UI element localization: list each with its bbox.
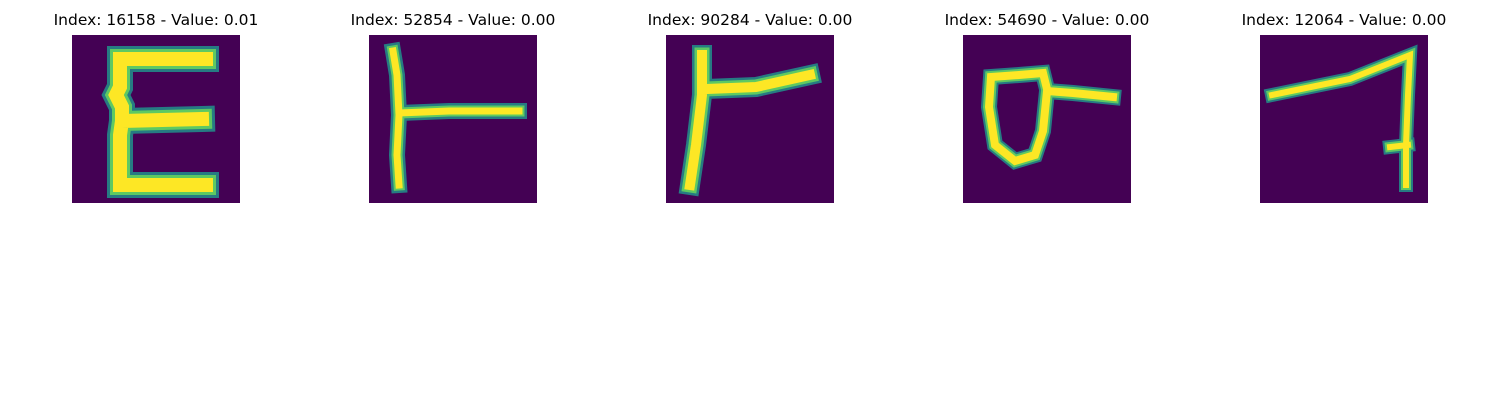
image-panel-3: Index: 90284 - Value: 0.00 — [600, 0, 900, 210]
digit-image — [1260, 35, 1428, 203]
image-panel-1: Index: 16158 - Value: 0.01 — [6, 0, 306, 210]
panel-title: Index: 90284 - Value: 0.00 — [647, 11, 853, 29]
panel-title: Index: 52854 - Value: 0.00 — [350, 11, 556, 29]
image-panel-5: Index: 12064 - Value: 0.00 — [1194, 0, 1494, 210]
digit-image — [963, 35, 1131, 203]
panel-title: Index: 12064 - Value: 0.00 — [1241, 11, 1447, 29]
digit-image — [666, 35, 834, 203]
panel-title: Index: 54690 - Value: 0.00 — [944, 11, 1150, 29]
image-panel-4: Index: 54690 - Value: 0.00 — [897, 0, 1197, 210]
digit-image — [369, 35, 537, 203]
digit-image — [72, 35, 240, 203]
image-panel-2: Index: 52854 - Value: 0.00 — [303, 0, 603, 210]
panel-title: Index: 16158 - Value: 0.01 — [53, 11, 259, 29]
